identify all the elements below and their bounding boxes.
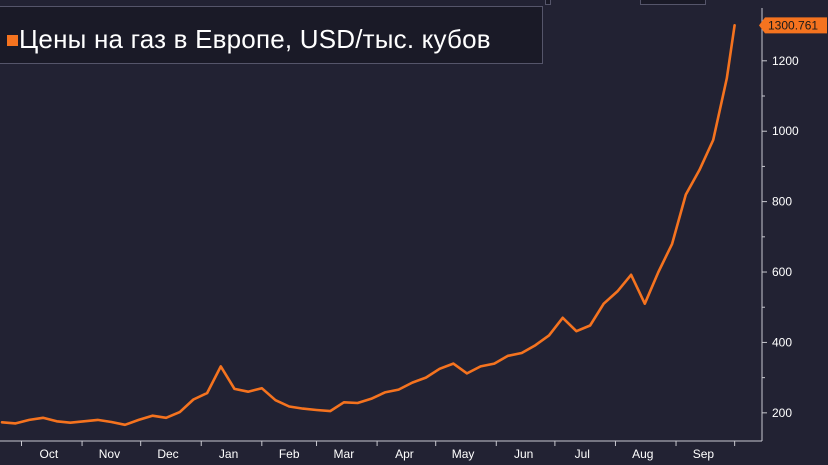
top-tab-mark (545, 0, 551, 5)
y-tick-label: 800 (772, 195, 792, 209)
x-tick-label: Nov (99, 447, 120, 461)
y-tick-label: 1000 (772, 124, 799, 138)
x-tick-label: Jul (575, 447, 590, 461)
x-tick-label: Feb (279, 447, 300, 461)
y-tick-label: 600 (772, 265, 792, 279)
x-tick-label: May (452, 447, 475, 461)
x-tick-label: Oct (40, 447, 59, 461)
last-value-badge (759, 17, 827, 34)
legend: Цены на газ в Европе, USD/тыс. кубов (0, 6, 543, 64)
x-tick-label: Sep (693, 447, 715, 461)
x-tick-label: Jun (514, 447, 533, 461)
legend-swatch (7, 35, 18, 46)
x-tick-label: Apr (395, 447, 414, 461)
top-tab-mark (640, 0, 706, 5)
y-tick-label: 400 (772, 335, 792, 349)
x-tick-label: Aug (632, 447, 653, 461)
y-tick-label: 200 (772, 406, 792, 420)
series-line (0, 24, 736, 427)
last-value-label: 1300.761 (768, 18, 818, 32)
x-tick-label: Dec (157, 447, 178, 461)
y-tick-label: 1200 (772, 54, 799, 68)
x-tick-label: Jan (219, 447, 238, 461)
legend-label: Цены на газ в Европе, USD/тыс. кубов (19, 24, 491, 54)
x-tick-label: Mar (334, 447, 355, 461)
